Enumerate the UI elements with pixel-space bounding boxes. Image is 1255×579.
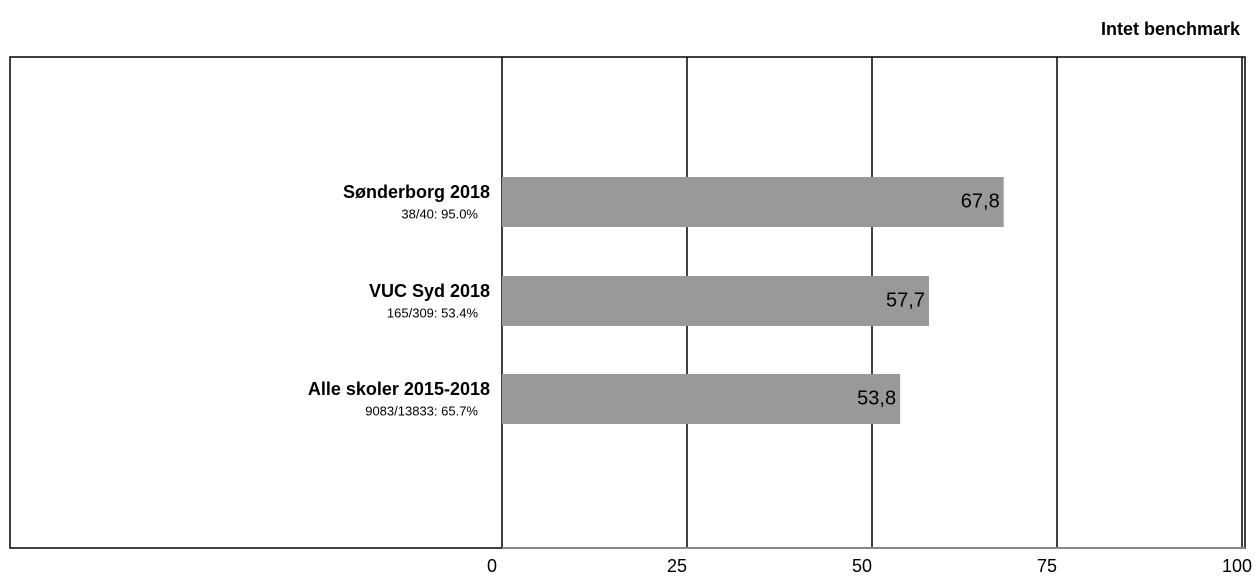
chart-title: Intet benchmark <box>1101 19 1241 39</box>
category-note: 38/40: 95.0% <box>401 206 478 221</box>
category-note: 9083/13833: 65.7% <box>365 403 478 418</box>
x-tick-label: 75 <box>1037 556 1057 576</box>
bar <box>502 374 901 424</box>
x-tick-label: 50 <box>852 556 872 576</box>
category-label: Alle skoler 2015-2018 <box>308 379 490 399</box>
value-label: 67,8 <box>961 190 1000 212</box>
category-label: VUC Syd 2018 <box>369 281 490 301</box>
value-label: 53,8 <box>857 387 896 409</box>
value-label: 57,7 <box>886 289 925 311</box>
category-note: 165/309: 53.4% <box>387 305 479 320</box>
bar <box>502 177 1004 227</box>
x-tick-label: 25 <box>667 556 687 576</box>
category-label: Sønderborg 2018 <box>343 182 490 202</box>
bar <box>502 276 929 326</box>
x-tick-label: 0 <box>487 556 497 576</box>
x-tick-label: 100 <box>1222 556 1252 576</box>
